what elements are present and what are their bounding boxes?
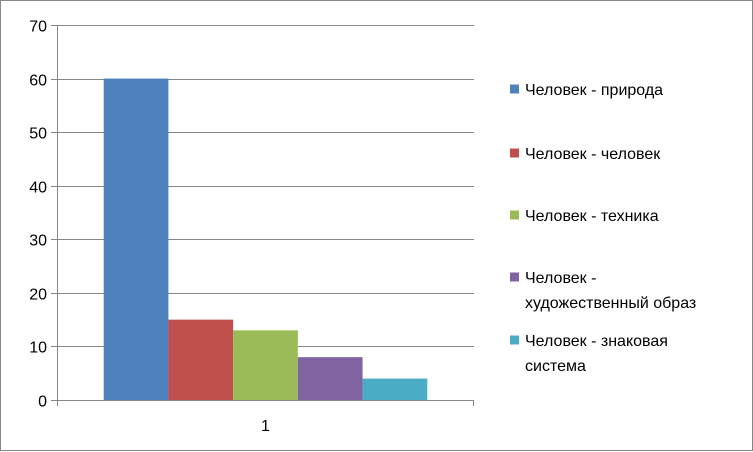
legend-label: художественный образ (525, 295, 696, 312)
legend-item: Человек - художественный образ (510, 270, 696, 312)
x-axis-tick-labels: 1 (261, 418, 270, 435)
y-tick-label: 50 (29, 126, 47, 143)
bar (103, 78, 169, 401)
legend: Человек - природа Человек - человек Челове… (510, 82, 696, 375)
y-tick-label: 60 (29, 73, 47, 90)
legend-item: Человек - техника (510, 208, 659, 225)
bar (362, 378, 428, 400)
legend-item: Человек - природа (510, 82, 663, 99)
legend-label: Человек - человек (525, 146, 661, 163)
legend-swatch (510, 84, 519, 94)
legend-label: система (525, 358, 586, 375)
bar (233, 330, 298, 400)
x-tick-label: 1 (261, 418, 270, 435)
y-tick-label: 30 (29, 233, 47, 250)
y-tick-label: 10 (29, 340, 47, 357)
legend-swatch (510, 148, 519, 158)
bar (168, 319, 234, 400)
y-tick-label: 70 (29, 19, 47, 36)
axes (51, 25, 474, 406)
legend-swatch (510, 272, 519, 282)
legend-label: Человек - знаковая (525, 333, 668, 350)
y-axis-tick-labels: 0 10 20 30 40 50 60 70 (29, 19, 47, 411)
bars (103, 78, 428, 401)
y-tick-label: 20 (29, 287, 47, 304)
legend-swatch (510, 335, 519, 345)
legend-item: Человек - знаковая система (510, 333, 668, 375)
legend-label: Человек - (525, 270, 596, 287)
legend-swatch (510, 210, 519, 220)
legend-item: Человек - человек (510, 146, 661, 163)
legend-label: Человек - природа (525, 82, 663, 99)
y-tick-label: 0 (38, 394, 47, 411)
legend-label: Человек - техника (525, 208, 659, 225)
y-tick-label: 40 (29, 180, 47, 197)
bar (297, 357, 363, 400)
